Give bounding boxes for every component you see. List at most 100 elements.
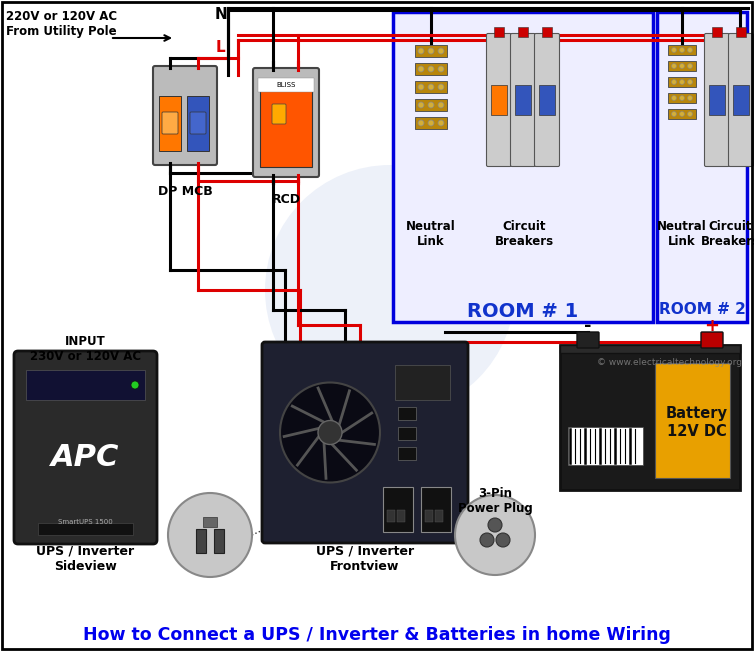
- Circle shape: [438, 66, 444, 72]
- Circle shape: [488, 518, 502, 532]
- Circle shape: [455, 495, 535, 575]
- Bar: [668, 109, 696, 119]
- Circle shape: [672, 111, 676, 117]
- Bar: [494, 27, 504, 37]
- Bar: [38, 523, 133, 535]
- FancyBboxPatch shape: [577, 332, 599, 348]
- FancyBboxPatch shape: [14, 351, 157, 544]
- Bar: [421, 487, 451, 532]
- FancyBboxPatch shape: [535, 33, 559, 167]
- Circle shape: [265, 165, 515, 415]
- Text: DP MCB: DP MCB: [158, 185, 213, 198]
- FancyBboxPatch shape: [728, 33, 753, 167]
- Bar: [260, 82, 312, 167]
- Text: Battery
12V DC: Battery 12V DC: [666, 406, 728, 439]
- Bar: [26, 370, 145, 400]
- Bar: [733, 85, 749, 115]
- Bar: [398, 427, 416, 440]
- Bar: [383, 487, 413, 532]
- Bar: [668, 93, 696, 103]
- Bar: [709, 85, 725, 115]
- Circle shape: [672, 79, 676, 85]
- Text: +: +: [704, 317, 719, 335]
- Text: Neutral
Link: Neutral Link: [406, 220, 456, 248]
- Bar: [657, 12, 747, 322]
- Bar: [203, 517, 217, 527]
- Bar: [560, 345, 740, 490]
- Bar: [539, 85, 555, 115]
- Bar: [491, 85, 507, 115]
- Circle shape: [428, 48, 434, 54]
- Bar: [415, 45, 447, 57]
- Bar: [518, 27, 528, 37]
- Bar: [395, 365, 450, 400]
- Bar: [397, 510, 405, 522]
- FancyBboxPatch shape: [190, 112, 206, 134]
- Circle shape: [496, 533, 510, 547]
- FancyBboxPatch shape: [253, 68, 319, 177]
- Circle shape: [438, 48, 444, 54]
- FancyBboxPatch shape: [272, 104, 286, 124]
- Circle shape: [280, 383, 380, 482]
- Text: APC: APC: [51, 443, 120, 472]
- Text: BLISS: BLISS: [276, 82, 296, 88]
- FancyBboxPatch shape: [153, 66, 217, 165]
- FancyBboxPatch shape: [262, 342, 468, 543]
- Circle shape: [438, 84, 444, 90]
- Text: How to Connect a UPS / Inverter & Batteries in home Wiring: How to Connect a UPS / Inverter & Batter…: [83, 626, 671, 644]
- Circle shape: [688, 96, 692, 100]
- Circle shape: [418, 102, 424, 108]
- Text: © www.electricaltechnology.org: © www.electricaltechnology.org: [597, 358, 742, 367]
- Circle shape: [672, 64, 676, 68]
- Text: N: N: [215, 7, 228, 22]
- Circle shape: [428, 84, 434, 90]
- Bar: [398, 407, 416, 420]
- Bar: [415, 81, 447, 93]
- Bar: [655, 363, 730, 478]
- Circle shape: [428, 120, 434, 126]
- Text: ROOM # 1: ROOM # 1: [467, 302, 578, 321]
- Circle shape: [679, 96, 685, 100]
- Text: RCD: RCD: [271, 193, 301, 206]
- Circle shape: [672, 48, 676, 53]
- Bar: [568, 427, 643, 465]
- Circle shape: [480, 533, 494, 547]
- Circle shape: [688, 48, 692, 53]
- Bar: [187, 96, 209, 151]
- Text: Circuit
Breakers: Circuit Breakers: [495, 220, 553, 248]
- Text: 3-Pin
Power Plug: 3-Pin Power Plug: [458, 487, 532, 515]
- Bar: [415, 63, 447, 75]
- Bar: [258, 78, 314, 92]
- Text: Circuit
Breakers: Circuit Breakers: [700, 220, 754, 248]
- Bar: [415, 99, 447, 111]
- Circle shape: [679, 111, 685, 117]
- Text: ROOM # 2: ROOM # 2: [658, 302, 746, 317]
- Text: SmartUPS 1500: SmartUPS 1500: [58, 519, 113, 525]
- Bar: [542, 27, 552, 37]
- Bar: [393, 12, 653, 322]
- Text: L: L: [216, 40, 225, 55]
- Bar: [435, 510, 443, 522]
- Circle shape: [438, 102, 444, 108]
- Circle shape: [131, 381, 139, 389]
- Text: Neutral
Link: Neutral Link: [657, 220, 707, 248]
- Bar: [159, 96, 181, 151]
- Text: UPS / Inverter
Sideview: UPS / Inverter Sideview: [36, 545, 134, 573]
- FancyBboxPatch shape: [704, 33, 730, 167]
- Circle shape: [418, 84, 424, 90]
- Text: 220V or 120V AC
From Utility Pole: 220V or 120V AC From Utility Pole: [6, 10, 117, 38]
- Circle shape: [679, 48, 685, 53]
- Circle shape: [428, 66, 434, 72]
- Bar: [668, 77, 696, 87]
- Bar: [668, 45, 696, 55]
- FancyBboxPatch shape: [701, 332, 723, 348]
- Text: -: -: [584, 317, 592, 335]
- FancyBboxPatch shape: [162, 112, 178, 134]
- Text: UPS / Inverter
Frontview: UPS / Inverter Frontview: [316, 545, 414, 573]
- Bar: [214, 529, 224, 553]
- Circle shape: [418, 48, 424, 54]
- Circle shape: [428, 102, 434, 108]
- Circle shape: [318, 421, 342, 445]
- Bar: [712, 27, 722, 37]
- Text: INPUT
230V or 120V AC: INPUT 230V or 120V AC: [30, 335, 141, 363]
